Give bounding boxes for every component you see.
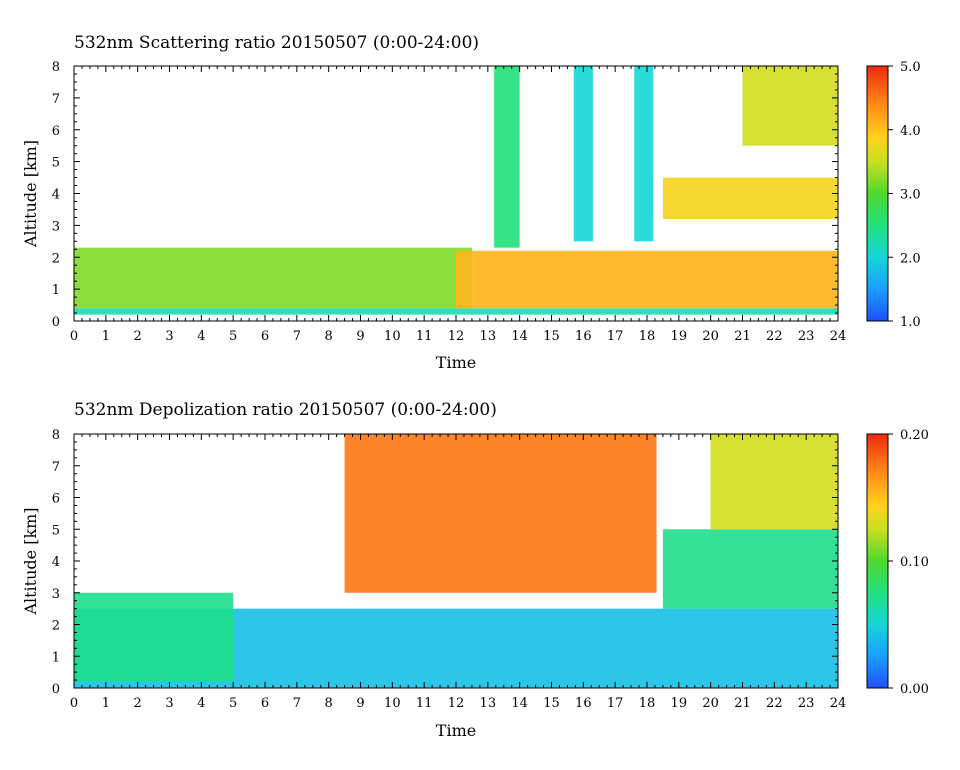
data-region-4 — [710, 434, 838, 530]
x-tick-label: 10 — [384, 696, 401, 711]
chart-panel-1: 532nm Scattering ratio 20150507 (0:00-24… — [21, 33, 921, 372]
x-tick-label: 24 — [830, 329, 847, 344]
y-tick-label: 5 — [52, 523, 60, 538]
data-region-3 — [456, 250, 838, 309]
x-tick-label: 24 — [830, 696, 847, 711]
y-tick-label: 6 — [52, 492, 60, 507]
data-region-1 — [74, 308, 838, 315]
colorbar-tick-label: 0.20 — [900, 428, 929, 443]
y-axis-label: Altitude [km] — [21, 140, 40, 248]
y-tick-label: 8 — [52, 428, 60, 443]
data-region-2 — [74, 247, 472, 309]
y-tick-label: 2 — [52, 619, 60, 634]
colorbar — [866, 65, 889, 322]
x-tick-label: 4 — [197, 329, 205, 344]
x-tick-label: 19 — [671, 696, 688, 711]
y-tick-label: 2 — [52, 251, 60, 266]
x-tick-label: 2 — [134, 329, 142, 344]
colorbar-tick-label: 1.0 — [900, 315, 921, 330]
x-tick-label: 15 — [543, 696, 560, 711]
x-tick-label: 21 — [734, 329, 751, 344]
y-tick-label: 0 — [52, 315, 60, 330]
y-tick-label: 1 — [52, 650, 60, 665]
x-tick-label: 13 — [480, 329, 497, 344]
x-tick-label: 22 — [766, 329, 783, 344]
colorbar-tick-label: 2.0 — [900, 251, 921, 266]
y-tick-label: 7 — [52, 460, 60, 475]
x-tick-label: 14 — [511, 696, 528, 711]
x-tick-label: 6 — [261, 696, 269, 711]
data-region-5 — [742, 66, 838, 146]
x-tick-label: 11 — [416, 329, 433, 344]
x-tick-label: 3 — [165, 696, 173, 711]
y-tick-label: 3 — [52, 219, 60, 234]
y-tick-label: 4 — [52, 188, 60, 203]
x-tick-label: 5 — [229, 329, 237, 344]
y-tick-label: 1 — [52, 283, 60, 298]
x-axis-label: Time — [436, 353, 476, 372]
x-tick-label: 23 — [798, 696, 815, 711]
chart-title: 532nm Scattering ratio 20150507 (0:00-24… — [74, 33, 479, 53]
data-region-6 — [494, 66, 520, 248]
y-axis-label: Altitude [km] — [21, 507, 40, 615]
x-tick-label: 16 — [575, 329, 592, 344]
x-tick-label: 10 — [384, 329, 401, 344]
data-region-4 — [662, 177, 838, 219]
data-region-7 — [573, 66, 593, 242]
data-region-5 — [344, 434, 657, 593]
x-tick-label: 20 — [702, 696, 719, 711]
x-tick-label: 2 — [134, 696, 142, 711]
x-tick-label: 5 — [229, 696, 237, 711]
x-tick-label: 6 — [261, 329, 269, 344]
x-tick-label: 22 — [766, 696, 783, 711]
x-tick-label: 18 — [639, 696, 656, 711]
y-tick-label: 3 — [52, 587, 60, 602]
colorbar-tick-label: 0.10 — [900, 555, 929, 570]
y-tick-label: 7 — [52, 92, 60, 107]
colorbar-tick-label: 5.0 — [900, 60, 921, 75]
x-tick-label: 17 — [607, 329, 624, 344]
x-tick-label: 16 — [575, 696, 592, 711]
x-tick-label: 1 — [102, 696, 110, 711]
chart-title: 532nm Depolization ratio 20150507 (0:00-… — [74, 400, 497, 420]
x-tick-label: 14 — [511, 329, 528, 344]
x-tick-label: 8 — [325, 329, 333, 344]
x-tick-label: 15 — [543, 329, 560, 344]
x-tick-label: 7 — [293, 329, 301, 344]
x-tick-label: 7 — [293, 696, 301, 711]
chart-panel-2: 532nm Depolization ratio 20150507 (0:00-… — [21, 400, 929, 740]
y-tick-label: 6 — [52, 124, 60, 139]
y-tick-label: 4 — [52, 555, 60, 570]
data-region-2 — [74, 592, 234, 682]
colorbar-tick-label: 0.00 — [900, 682, 929, 697]
colorbar-tick-label: 4.0 — [900, 124, 921, 139]
x-tick-label: 9 — [356, 696, 364, 711]
x-tick-label: 18 — [639, 329, 656, 344]
x-tick-label: 11 — [416, 696, 433, 711]
y-tick-label: 0 — [52, 682, 60, 697]
y-tick-label: 8 — [52, 60, 60, 75]
x-tick-label: 21 — [734, 696, 751, 711]
x-tick-label: 3 — [165, 329, 173, 344]
x-tick-label: 12 — [448, 329, 465, 344]
x-tick-label: 17 — [607, 696, 624, 711]
y-tick-label: 5 — [52, 156, 60, 171]
x-tick-label: 8 — [325, 696, 333, 711]
data-region-8 — [634, 66, 654, 242]
x-tick-label: 19 — [671, 329, 688, 344]
x-axis-label: Time — [436, 721, 476, 740]
x-tick-label: 20 — [702, 329, 719, 344]
x-tick-label: 12 — [448, 696, 465, 711]
x-tick-label: 1 — [102, 329, 110, 344]
x-tick-label: 13 — [480, 696, 497, 711]
x-tick-label: 9 — [356, 329, 364, 344]
colorbar-tick-label: 3.0 — [900, 188, 921, 203]
data-region-3 — [662, 529, 838, 609]
colorbar — [866, 433, 889, 689]
x-tick-label: 23 — [798, 329, 815, 344]
x-tick-label: 0 — [70, 696, 78, 711]
x-tick-label: 0 — [70, 329, 78, 344]
x-tick-label: 4 — [197, 696, 205, 711]
